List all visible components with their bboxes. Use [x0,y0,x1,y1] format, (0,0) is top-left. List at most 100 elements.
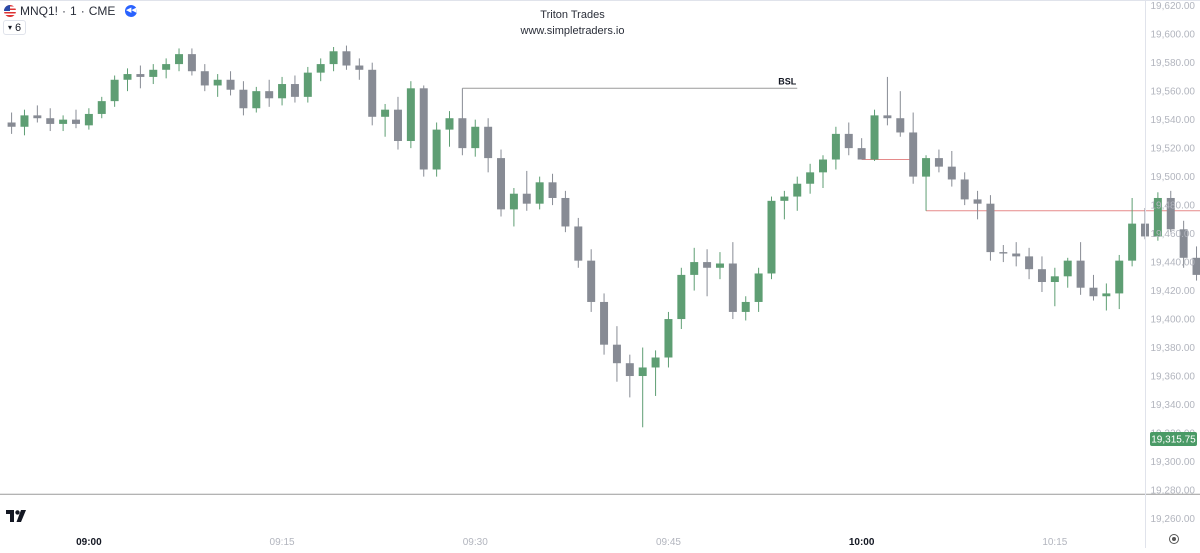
candle-body [522,193,531,204]
candle-body [909,132,918,177]
indicator-count: 6 [15,21,22,34]
candle-body [136,74,145,77]
candle-body [1025,256,1034,270]
x-tick-label: 10:00 [849,537,875,548]
candle-body [896,118,905,133]
y-tick-label: 19,380.00 [1151,343,1196,354]
candle-body [561,197,570,227]
candle-body [844,133,853,149]
candle-body [754,273,763,302]
y-tick-label: 19,460.00 [1151,229,1196,240]
candle-body [1102,293,1111,297]
candle-body [535,182,544,204]
candle-body [612,344,621,364]
candle-body [715,263,724,268]
candle-body [831,133,840,160]
candle-body [265,91,274,99]
candle-body [46,118,55,124]
candle-body [947,166,956,180]
candle-body [33,115,42,119]
candle-body [7,122,16,127]
candle-body [1050,276,1059,283]
candle-body [445,118,454,130]
candle-body [767,200,776,274]
candle-body [123,74,132,80]
candle-body [741,301,750,312]
x-tick-label: 10:15 [1042,537,1067,548]
candle-body [664,319,673,358]
interval-label[interactable]: 1 [70,4,77,18]
bsl-label: BSL [778,76,797,86]
symbol-name[interactable]: MNQ1! [20,4,59,18]
candle-body [329,51,338,65]
candle-body [406,88,415,142]
candle-body [213,79,222,86]
tradingview-logo-icon[interactable] [6,510,28,528]
candle-body [509,193,518,210]
candle-body [703,262,712,268]
candle-body [600,301,609,345]
candle-body [226,79,235,90]
x-tick-label: 09:45 [656,537,681,548]
y-tick-label: 19,360.00 [1151,372,1196,383]
y-tick-label: 19,500.00 [1151,172,1196,183]
exchange-label: CME [88,4,116,18]
candle-body [960,179,969,200]
candle-body [239,89,248,109]
candle-body [368,69,377,117]
x-tick-label: 09:30 [463,537,488,548]
y-tick-label: 19,600.00 [1151,30,1196,41]
candle-body [1012,253,1021,257]
candle-body [20,115,29,127]
candle-body [381,109,390,117]
candle-body [728,263,737,312]
candle-body [638,367,647,377]
last-price-label: 19,315.75 [1151,435,1196,446]
candle-body [587,260,596,302]
candle-body [973,199,982,204]
us-flag-icon [4,5,16,17]
candle-body [278,84,287,99]
y-tick-label: 19,620.00 [1151,1,1196,12]
candle-body [110,79,119,102]
candle-body [497,158,506,210]
y-tick-label: 19,400.00 [1151,315,1196,326]
candle-body [432,129,441,170]
candle-body [806,172,815,184]
candle-body [393,109,402,142]
candle-body [316,64,325,73]
candle-body [999,252,1008,254]
watermark-title: Triton Trades [540,9,605,21]
candle-body [1115,260,1124,294]
candle-body [84,113,93,126]
rewind-icon[interactable]: ◀◀ [125,5,138,17]
candle-body [1063,260,1072,277]
candle-body [71,119,80,124]
y-tick-label: 19,480.00 [1151,201,1196,212]
candle-body [97,101,106,114]
last-price-tag [1150,432,1197,447]
candle-body [780,196,789,201]
indicators-toggle[interactable]: ▾ 6 [3,20,27,35]
y-tick-label: 19,520.00 [1151,144,1196,155]
watermark-url: www.simpletraders.io [520,25,625,37]
candle-body [690,262,699,275]
candle-body [252,91,261,109]
candle-body [149,69,158,77]
candle-body [342,51,351,66]
candle-body [1179,229,1188,258]
y-tick-label: 19,280.00 [1151,485,1196,496]
candle-body [162,64,171,70]
candle-body [1076,260,1085,288]
candle-body [290,84,299,97]
candle-body [651,357,660,368]
y-tick-label: 19,540.00 [1151,115,1196,126]
y-tick-label: 19,300.00 [1151,457,1196,468]
candle-body [471,126,480,149]
gear-icon[interactable] [1169,534,1179,544]
separator: · [62,4,67,18]
symbol-header[interactable]: MNQ1! · 1 · CME ◀◀ [4,3,138,19]
candle-body [870,115,879,160]
